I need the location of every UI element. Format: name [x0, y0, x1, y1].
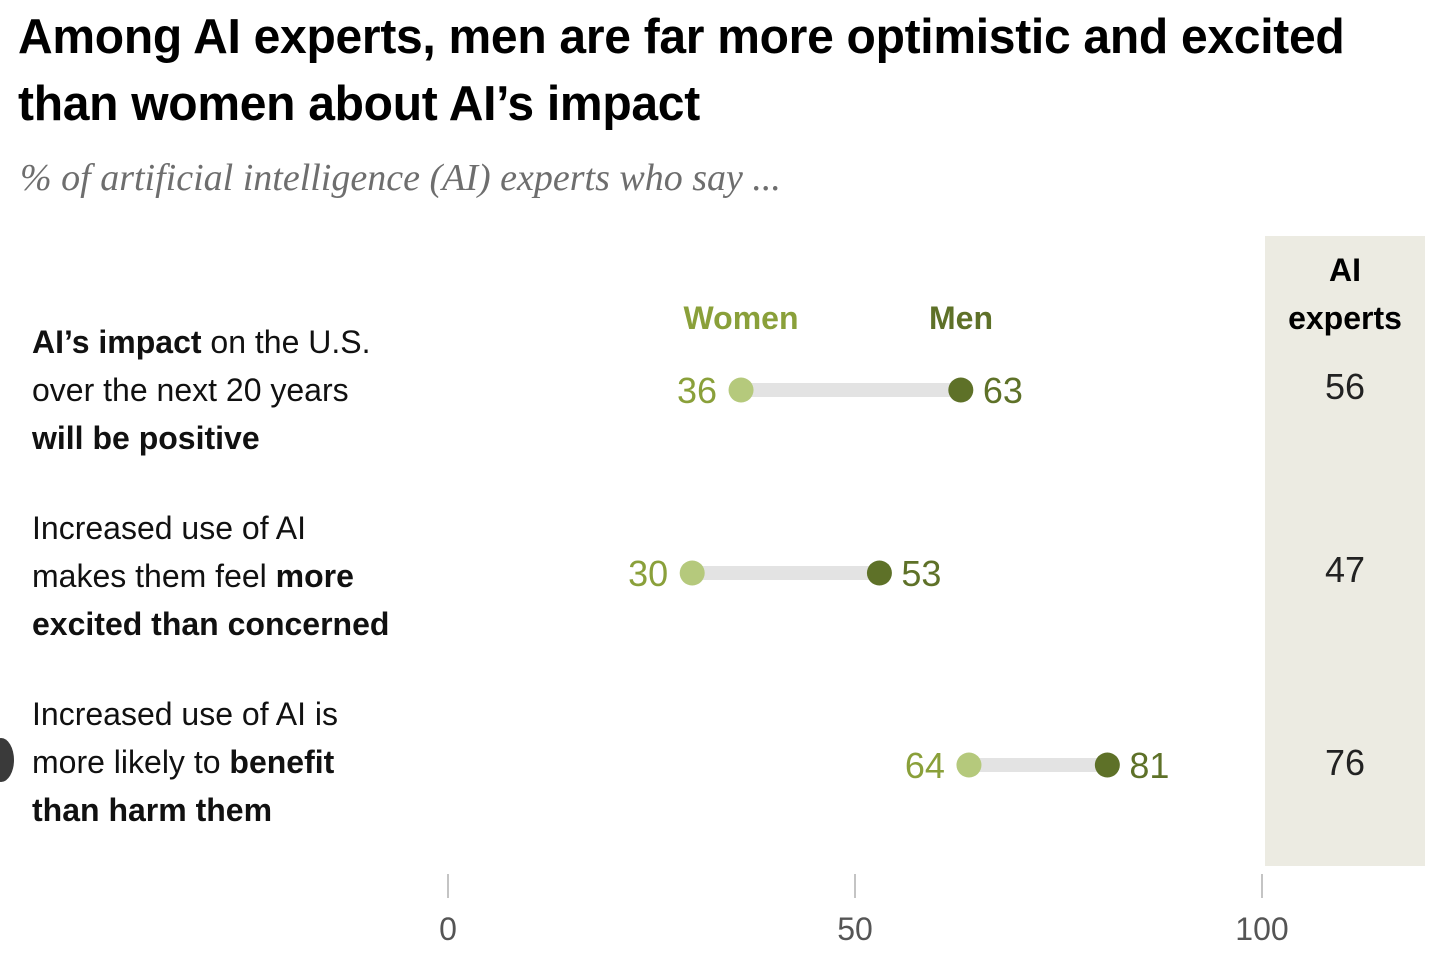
label-text: makes them feel — [32, 558, 276, 594]
legend-women: Women — [684, 300, 799, 336]
men-dot — [1094, 752, 1120, 778]
men-dot — [866, 560, 892, 586]
chart-title: Among AI experts, men are far more optim… — [18, 10, 1345, 131]
women-value-label: 36 — [677, 370, 717, 411]
category-label: AI’s impact on the U.S. over the next 20 … — [32, 318, 472, 462]
men-value-label: 63 — [983, 370, 1023, 411]
category-label-line: makes them feel more — [32, 552, 472, 600]
label-bold-text: AI’s impact — [32, 324, 202, 360]
ai-experts-header-line1: AI — [1329, 252, 1361, 288]
axis-tick-label: 50 — [837, 911, 873, 947]
axis-tick-label: 100 — [1235, 911, 1288, 947]
category-label-line: over the next 20 years — [32, 366, 472, 414]
category-label-line: than harm them — [32, 786, 472, 834]
category-label-line: excited than concerned — [32, 600, 472, 648]
chart-subtitle: % of artificial intelligence (AI) expert… — [20, 157, 781, 199]
women-dot — [956, 752, 982, 778]
category-label-line: Increased use of AI is — [32, 690, 472, 738]
category-label-line: Increased use of AI — [32, 504, 472, 552]
label-text: on the U.S. — [201, 324, 371, 360]
category-label-line: AI’s impact on the U.S. — [32, 318, 472, 366]
axis-tick-label: 0 — [439, 911, 457, 947]
ai-experts-header-line2: experts — [1288, 300, 1402, 336]
ai-experts-value: 76 — [1324, 742, 1366, 783]
ai-experts-value: 56 — [1324, 366, 1366, 407]
ai-experts-header: AI experts — [1265, 246, 1425, 342]
legend-men: Men — [929, 300, 993, 336]
men-value-label: 81 — [1129, 745, 1169, 786]
ai-experts-value: 47 — [1324, 549, 1366, 590]
category-label-line: will be positive — [32, 414, 472, 462]
women-value-label: 30 — [628, 553, 668, 594]
women-dot — [728, 377, 754, 403]
label-bold-text: than harm them — [32, 792, 273, 828]
label-bold-text: more — [275, 558, 354, 594]
category-label-line: more likely to benefit — [32, 738, 472, 786]
label-text: Increased use of AI — [32, 510, 306, 546]
label-bold-text: will be positive — [32, 420, 260, 456]
label-bold-text: benefit — [229, 744, 335, 780]
women-dot — [679, 560, 705, 586]
scroll-handle-dot — [0, 738, 14, 782]
women-value-label: 64 — [905, 745, 945, 786]
category-label: Increased use of AI is more likely to ben… — [32, 690, 472, 834]
ai-experts-column: AI experts 56 47 76 — [1265, 236, 1425, 866]
label-bold-text: excited than concerned — [32, 606, 390, 642]
label-text: over the next 20 years — [32, 372, 349, 408]
men-value-label: 53 — [901, 553, 941, 594]
category-label: Increased use of AI makes them feel more e… — [32, 504, 472, 648]
label-text: Increased use of AI is — [32, 696, 338, 732]
label-text: more likely to — [32, 744, 230, 780]
men-dot — [948, 377, 974, 403]
